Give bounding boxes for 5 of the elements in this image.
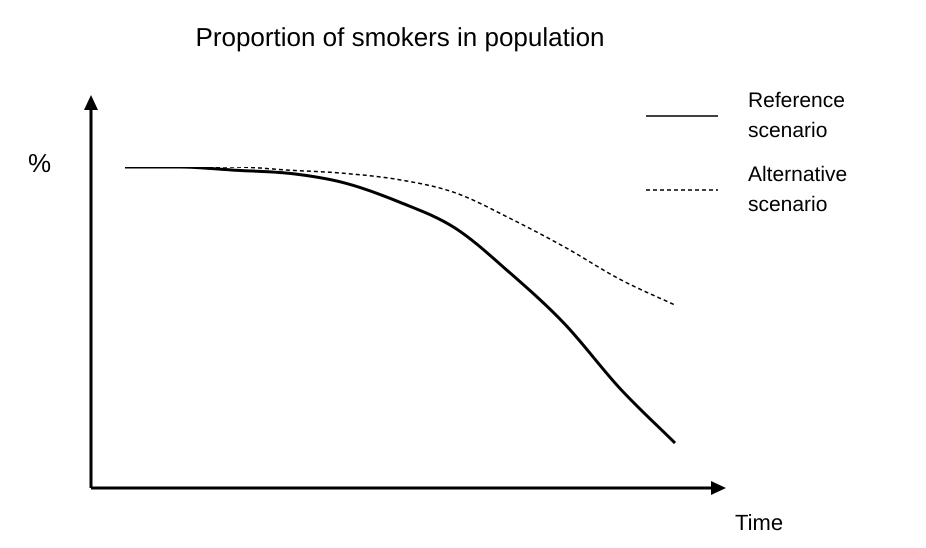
x-axis-title: Time xyxy=(735,510,784,536)
chart-title: Proportion of smokers in population xyxy=(194,22,606,53)
legend-label: Reference scenario xyxy=(748,88,846,144)
legend-label: Alternative scenario xyxy=(748,162,848,218)
y-axis-title: % xyxy=(28,148,52,179)
